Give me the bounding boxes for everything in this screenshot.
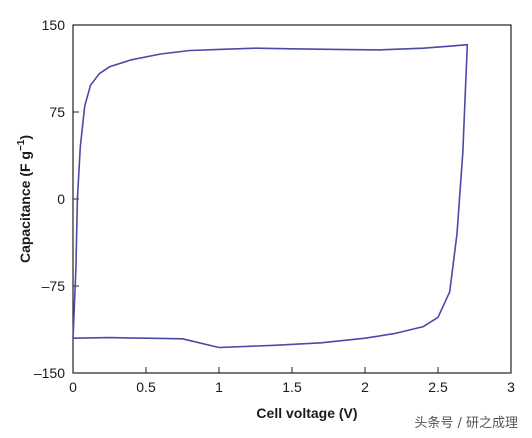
- tick-labels: 0 0.5 1 1.5 2 2.5 3 150 75 0 –75 –150: [34, 17, 515, 395]
- x-tick-label: 1: [215, 379, 223, 395]
- y-tick-label: 0: [57, 191, 65, 207]
- y-tick-label: –75: [42, 278, 66, 294]
- x-axis-title: Cell voltage (V): [256, 405, 357, 421]
- x-tick-label: 2.5: [428, 379, 448, 395]
- plot-frame: [72, 24, 512, 374]
- y-tick-label: 150: [42, 17, 66, 33]
- x-tick-label: 1.5: [282, 379, 302, 395]
- x-tick-label: 3: [507, 379, 515, 395]
- x-tick-label: 2: [361, 379, 369, 395]
- y-tick-label: –150: [34, 365, 65, 381]
- y-axis-title: Capacitance (F g−1): [16, 135, 33, 263]
- x-tick-label: 0.5: [136, 379, 156, 395]
- y-tick-label: 75: [49, 104, 65, 120]
- axis-ticks: [72, 24, 512, 374]
- x-tick-label: 0: [69, 379, 77, 395]
- cv-curve: [72, 43, 468, 349]
- watermark: 头条号 / 研之成理: [410, 411, 522, 432]
